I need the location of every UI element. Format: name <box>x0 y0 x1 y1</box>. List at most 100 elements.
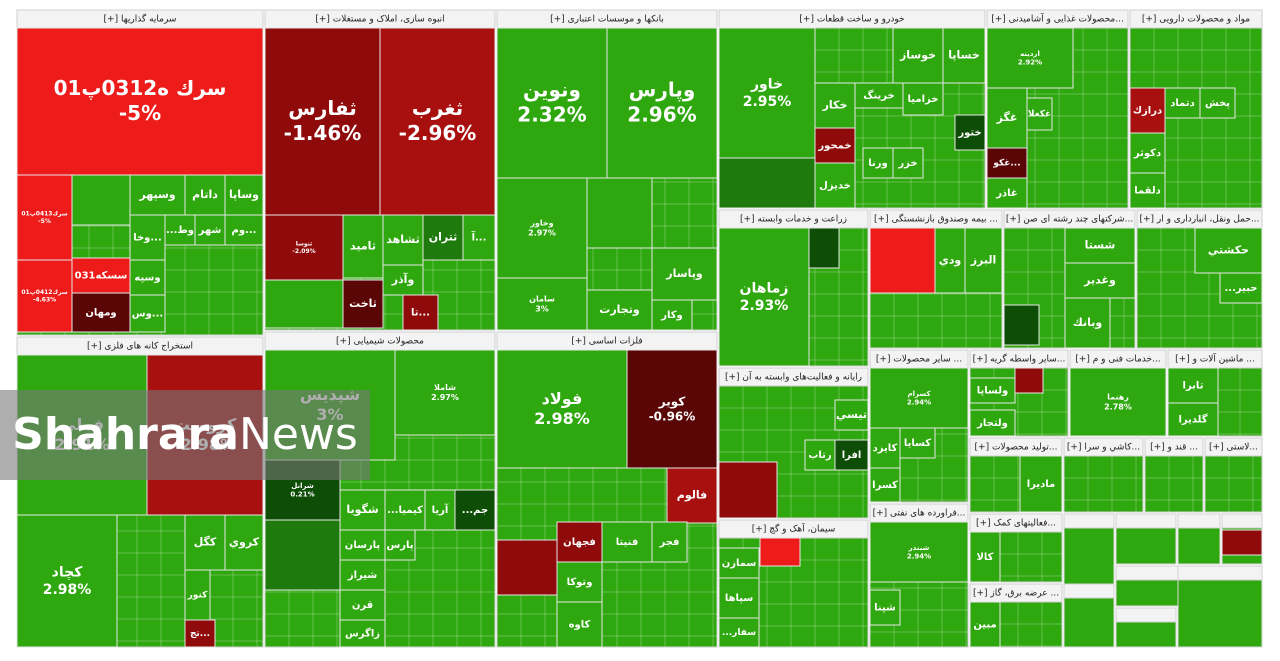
tile <box>424 489 456 531</box>
tile-name: شپنا <box>874 603 896 614</box>
tile <box>892 147 924 179</box>
tile-change: 2.96% <box>627 103 696 127</box>
tile-name: ...تج <box>190 629 210 639</box>
tile <box>394 349 496 436</box>
tile-name: خكار <box>822 99 848 112</box>
tile <box>854 82 904 109</box>
tile-name: ورنا <box>868 158 887 169</box>
sector-title: ... سایر محصولات [+] <box>876 355 962 365</box>
sector-title: ...شرکتهای چند رشته ای صن [+] <box>1006 215 1133 225</box>
tile-name: سسكه031 <box>75 271 128 282</box>
tile <box>1129 132 1166 174</box>
tile-name: پخش <box>1205 98 1230 109</box>
tile <box>834 399 869 431</box>
tile <box>651 299 693 331</box>
tile-name: خساپا <box>948 49 980 62</box>
tile <box>869 589 901 626</box>
sector-title: ... عرضه برق، گاز [+] <box>973 587 1059 599</box>
tile-name: حكشتي <box>1208 244 1249 257</box>
tile <box>339 529 386 561</box>
tile <box>869 427 901 469</box>
tile-name: كسرام <box>907 390 931 398</box>
tile-change: 2.97% <box>528 229 556 238</box>
sector-header <box>969 437 1063 457</box>
tile-name: شهر <box>198 225 222 236</box>
tile-name: آريا <box>432 503 449 516</box>
tile <box>808 227 840 269</box>
tile <box>586 177 653 249</box>
tile-name: كاوه <box>569 620 591 631</box>
tile-name: ودي <box>939 254 962 267</box>
tile-change: -5% <box>119 101 161 125</box>
tile-name: خوساز <box>899 49 936 62</box>
tile-change: -4.63% <box>33 296 56 303</box>
sector-title: بانکها و موسسات اعتباری [+] <box>550 15 664 25</box>
tile-name: كوير <box>658 394 685 409</box>
tile <box>969 531 1001 583</box>
tile <box>184 619 216 648</box>
tile <box>1129 87 1166 134</box>
tile-change: 3% <box>535 305 549 314</box>
sector-header <box>718 367 869 387</box>
tile <box>71 292 131 333</box>
tile-name: فنيتا <box>616 537 639 548</box>
sector-title: رایانه و فعالیت‌های وابسته به آن [+] <box>725 371 862 383</box>
minor-header <box>1115 607 1177 623</box>
tile-name: ولتجار <box>976 418 1008 429</box>
tile-name: ...وس <box>132 309 163 320</box>
minor-header <box>1177 513 1221 529</box>
tile <box>1014 367 1044 394</box>
tile <box>718 617 760 648</box>
minor-header <box>1063 513 1115 529</box>
tile-name: وپاسار <box>665 267 703 280</box>
tile-name: كروي <box>229 536 260 549</box>
tile-name: وتجارت <box>599 303 640 316</box>
tile-name: رهنما <box>1107 393 1129 402</box>
tile-name: سرك ه0312پ01 <box>54 76 227 100</box>
sector-header <box>969 583 1063 603</box>
tile-name: شبندر <box>908 544 930 552</box>
tile-name: گلديرا <box>1178 413 1207 426</box>
tile <box>129 294 166 333</box>
tile <box>964 227 1003 294</box>
tile-name: ثفارس <box>288 96 357 120</box>
tile <box>16 174 73 261</box>
tile-name: شرانل <box>291 482 314 490</box>
sector-title: ...كاشي و سرا [+] <box>1067 443 1140 453</box>
tile-name: دتماد <box>1170 98 1194 109</box>
tile <box>986 27 1074 89</box>
tile-name: زاگرس <box>345 627 380 640</box>
tile <box>969 409 1016 437</box>
tile <box>496 177 588 279</box>
tile-name: ختور <box>957 128 981 139</box>
sector-title: انبوه سازی، املاک و مستغلات [+] <box>315 14 444 25</box>
tile-name: البرز <box>970 254 997 267</box>
tile <box>71 257 131 294</box>
sector-title: ...تولید محصولات [+] <box>975 443 1058 453</box>
tile-change: -1.46% <box>284 121 362 145</box>
tile-name: تابرا <box>1183 381 1204 392</box>
watermark-brand: Shahrara <box>12 409 239 460</box>
tile-name: كنور <box>187 591 208 601</box>
watermark-band <box>0 390 370 480</box>
tile-name: دلقما <box>1134 186 1161 197</box>
minor-header <box>1221 513 1263 529</box>
tile-name: وبانك <box>1073 316 1103 329</box>
sector-title: سیمان، آهک و گچ [+] <box>752 523 835 535</box>
tile-name: شاملا <box>434 383 456 392</box>
tile <box>954 114 986 151</box>
sector-title: ... قند و [+] <box>1150 443 1198 453</box>
tile <box>626 349 718 469</box>
tile-name: كگل <box>194 536 217 549</box>
tile <box>718 227 810 367</box>
tile-name: ...غكو <box>992 159 1020 169</box>
tile <box>422 214 464 261</box>
tile-name: ...وخا <box>133 233 162 244</box>
tile-change: 2.32% <box>517 103 586 127</box>
tile <box>16 514 118 648</box>
tile-change: 2.95% <box>743 94 792 110</box>
tile-change: -5% <box>38 218 51 225</box>
tile-name: سمازن <box>722 558 757 569</box>
tile <box>224 214 264 246</box>
tile-name: وسپه <box>134 273 160 284</box>
